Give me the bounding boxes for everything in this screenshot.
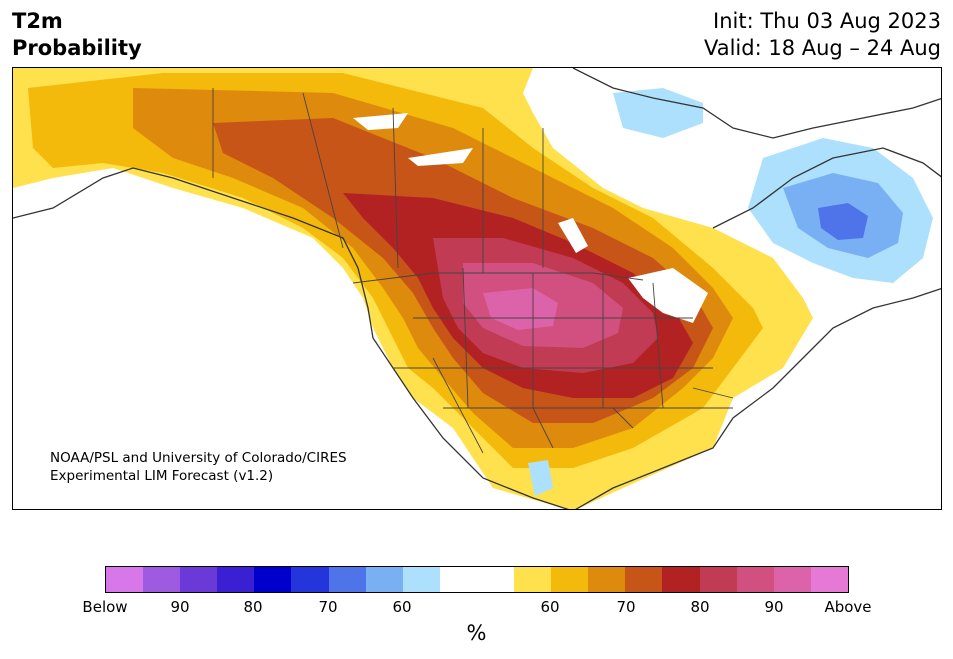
colorbar-segment: [291, 567, 329, 592]
colorbar-ticks: Below 90 80 70 60 60 70 80 90 Above: [0, 598, 953, 618]
lake-shape: [408, 148, 473, 166]
valid-range: Valid: 18 Aug – 24 Aug: [703, 36, 941, 60]
border-line: [393, 267, 733, 409]
contour-below-70-east: [818, 203, 868, 240]
colorbar-tick-label: Below: [82, 598, 128, 616]
map-title: T2m Probability: [12, 8, 142, 62]
colorbar-segment: [254, 567, 292, 592]
colorbar-segment: [106, 567, 144, 592]
colorbar-segment: [514, 567, 552, 592]
colorbar-tick-label: Above: [824, 598, 872, 616]
colorbar-segment: [699, 567, 737, 592]
colorbar-segment: [180, 567, 218, 592]
lake-shape: [558, 218, 588, 253]
coastline: [13, 167, 569, 509]
contour-below-60-north: [613, 88, 703, 138]
lake-shape: [628, 268, 708, 323]
forecast-map: NOAA/PSL and University of Colorado/CIRE…: [12, 67, 942, 510]
colorbar-segment: [143, 567, 181, 592]
colorbar-tick-label: 90: [764, 598, 784, 616]
colorbar-segment: [625, 567, 663, 592]
colorbar-segment: [217, 567, 255, 592]
date-info: Init: Thu 03 Aug 2023 Valid: 18 Aug – 24…: [704, 8, 941, 62]
colorbar-segment: [773, 567, 811, 592]
colorbar-segment: [810, 567, 848, 592]
colorbar-segment: [365, 567, 403, 592]
subtitle-label: Probability: [12, 36, 142, 60]
coastline: [575, 287, 941, 509]
border-line: [432, 357, 734, 454]
colorbar-segment: [551, 567, 589, 592]
colorbar-tick-label: 80: [243, 598, 263, 616]
coastline: [712, 147, 941, 229]
border-line: [212, 88, 544, 273]
colorbar: [105, 566, 849, 593]
map-svg: [13, 68, 941, 509]
credit-text: NOAA/PSL and University of Colorado/CIRE…: [50, 449, 347, 485]
colorbar-tick-label: 60: [540, 598, 560, 616]
contour-above-95: [483, 288, 558, 330]
colorbar-segment: [439, 567, 477, 592]
colorbar-segment: [588, 567, 626, 592]
colorbar-segment: [736, 567, 774, 592]
colorbar-tick-label: 70: [318, 598, 338, 616]
colorbar-segment: [662, 567, 700, 592]
lake-shape: [353, 113, 408, 130]
variable-label: T2m: [12, 9, 63, 33]
contour-below-60-south: [528, 460, 553, 496]
colorbar-tick-label: 80: [690, 598, 710, 616]
init-date: Init: Thu 03 Aug 2023: [713, 9, 941, 33]
colorbar-tick-label: 60: [392, 598, 412, 616]
colorbar-tick-label: 70: [616, 598, 636, 616]
credit-line-1: NOAA/PSL and University of Colorado/CIRE…: [50, 450, 347, 466]
colorbar-unit-label: %: [466, 621, 487, 645]
border-line: [352, 272, 644, 284]
colorbar-segment: [476, 567, 515, 592]
coastline: [572, 68, 941, 139]
colorbar-segment: [402, 567, 440, 592]
credit-line-2: Experimental LIM Forecast (v1.2): [50, 468, 274, 484]
colorbar-segment: [328, 567, 366, 592]
colorbar-tick-label: 90: [170, 598, 190, 616]
